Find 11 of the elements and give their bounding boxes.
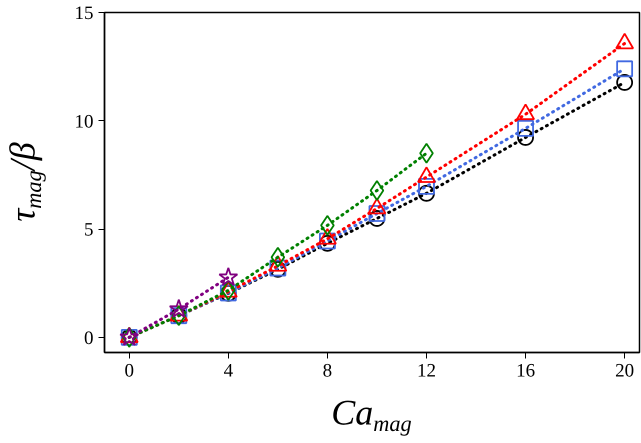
x-tick-label: 20 <box>615 360 634 382</box>
x-tick-label: 12 <box>416 360 436 382</box>
x-axis-title: Ca$_{mag}$ <box>331 392 412 436</box>
x-tick-label: 0 <box>124 360 134 382</box>
y-tick-label: 0 <box>84 328 94 349</box>
y-tick-label: 15 <box>74 3 94 24</box>
y-tick-label: 5 <box>84 220 94 241</box>
x-tick-label: 16 <box>516 360 536 382</box>
x-tick-label: 4 <box>224 360 234 382</box>
x-tick-label: 8 <box>322 360 332 382</box>
y-tick-label: 10 <box>74 111 94 132</box>
